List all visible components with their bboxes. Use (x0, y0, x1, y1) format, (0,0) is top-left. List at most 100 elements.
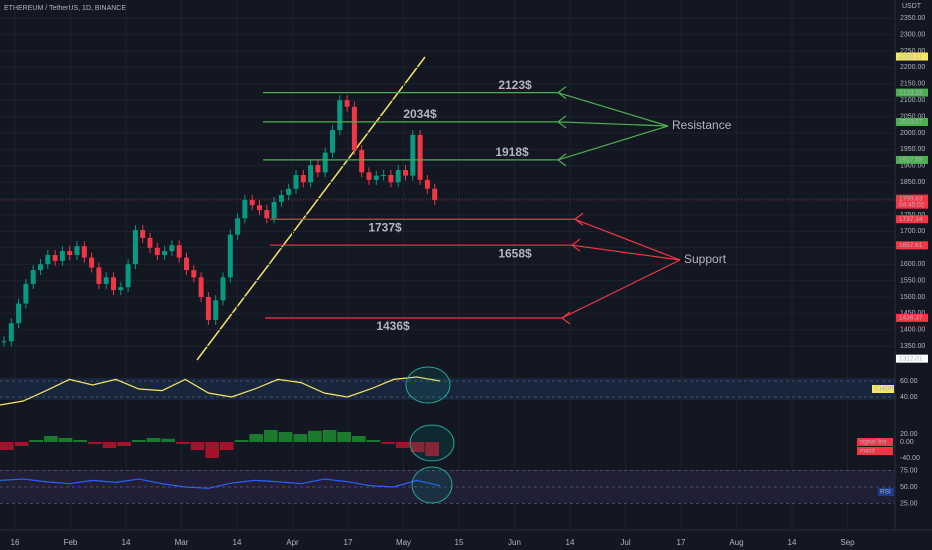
highlight-circle (405, 366, 451, 404)
candle (257, 205, 262, 211)
price-tick: 1700.00 (900, 228, 925, 235)
candle (140, 230, 146, 238)
zone-label: Support (684, 252, 727, 266)
price-tick: 2150.00 (900, 81, 925, 88)
candle (249, 199, 255, 206)
candle (315, 165, 321, 173)
macd-bar (190, 442, 205, 450)
arrow-line (561, 259, 681, 319)
candle (169, 245, 175, 252)
macd-bar (220, 442, 234, 450)
chop-tag (872, 385, 894, 393)
macd-bar (234, 440, 249, 442)
macd-bar (337, 432, 351, 442)
rsi-tag (878, 488, 894, 496)
macd-bar (58, 438, 73, 442)
arrow-line (557, 92, 669, 127)
candle (388, 174, 394, 183)
macd-bar (44, 436, 58, 442)
candle (111, 277, 116, 291)
candle (351, 106, 357, 151)
candle (264, 210, 270, 219)
candle (213, 300, 219, 320)
candle (1, 341, 7, 343)
price-badge (896, 155, 928, 164)
time-tick: Mar (175, 538, 189, 547)
level-label: 2034$ (403, 107, 437, 121)
rsi-tick: 75.00 (900, 467, 918, 474)
candle (373, 175, 379, 180)
candle (432, 188, 438, 200)
chop-tick: 60.00 (900, 378, 918, 385)
price-badge-label: 1657.61 (899, 242, 923, 249)
price-badge-label: 1312.01 (899, 355, 923, 362)
candle (278, 194, 284, 202)
candle (322, 152, 328, 173)
candle (308, 165, 314, 183)
macd-bar (102, 442, 117, 448)
rsi-name: RSI (880, 489, 891, 496)
candle (176, 245, 182, 258)
price-tick: 1500.00 (900, 294, 925, 301)
candle (132, 230, 138, 265)
candle (74, 246, 80, 256)
candle (235, 218, 241, 235)
price-tick: 2200.00 (900, 64, 925, 71)
candle (184, 257, 189, 271)
price-badge (896, 354, 928, 363)
candle (59, 251, 65, 261)
candle (103, 277, 109, 284)
macd-bar (117, 442, 131, 446)
macd-bar (308, 430, 322, 442)
time-tick: Jun (508, 538, 521, 547)
level-label: 1737$ (368, 220, 402, 234)
macd-bar (264, 430, 278, 442)
time-tick: 16 (11, 538, 20, 547)
candle (337, 100, 343, 131)
price-tick: 1350.00 (900, 343, 925, 350)
candle (191, 270, 197, 278)
candle (403, 170, 408, 176)
chop-line (0, 376, 441, 406)
highlight-circle (409, 424, 455, 462)
price-badge (896, 313, 928, 322)
price-tick: 1400.00 (900, 327, 925, 334)
time-tick: 17 (344, 538, 353, 547)
zone-label: Resistance (672, 118, 732, 132)
candle (162, 251, 168, 256)
level-label: 1436$ (376, 319, 410, 333)
rsi-tick: 50.00 (900, 484, 918, 491)
arrow-line (557, 125, 669, 161)
macd-bar (88, 442, 102, 444)
candle (89, 257, 95, 268)
candle (198, 277, 204, 297)
time-tick: Feb (64, 538, 78, 547)
macd-tag-label: signal line (860, 440, 887, 446)
candle (424, 179, 430, 189)
candle (242, 199, 248, 219)
candle (271, 201, 277, 219)
macd-bar (278, 432, 293, 442)
price-tick: 1550.00 (900, 277, 925, 284)
price-tick: 1900.00 (900, 163, 925, 170)
highlight-circle (411, 466, 453, 504)
time-tick: Sep (840, 538, 855, 547)
candle (30, 270, 36, 284)
trend-line (196, 56, 426, 361)
price-badge (896, 215, 928, 224)
price-badge (896, 88, 928, 97)
rsi-tick: 25.00 (900, 500, 918, 507)
macd-bar (396, 442, 410, 448)
macd-bar (73, 440, 87, 442)
macd-bar (293, 434, 307, 442)
candle (96, 267, 102, 284)
candle (125, 264, 131, 288)
macd-bar (366, 440, 381, 442)
price-badge-sub: 04:45:02 (899, 201, 925, 208)
price-tick: 2050.00 (900, 113, 925, 120)
candle (23, 283, 29, 304)
price-tick: 2100.00 (900, 97, 925, 104)
arrow-line (557, 121, 669, 127)
macd-tick: 0.00 (900, 439, 914, 446)
candle (417, 134, 423, 180)
